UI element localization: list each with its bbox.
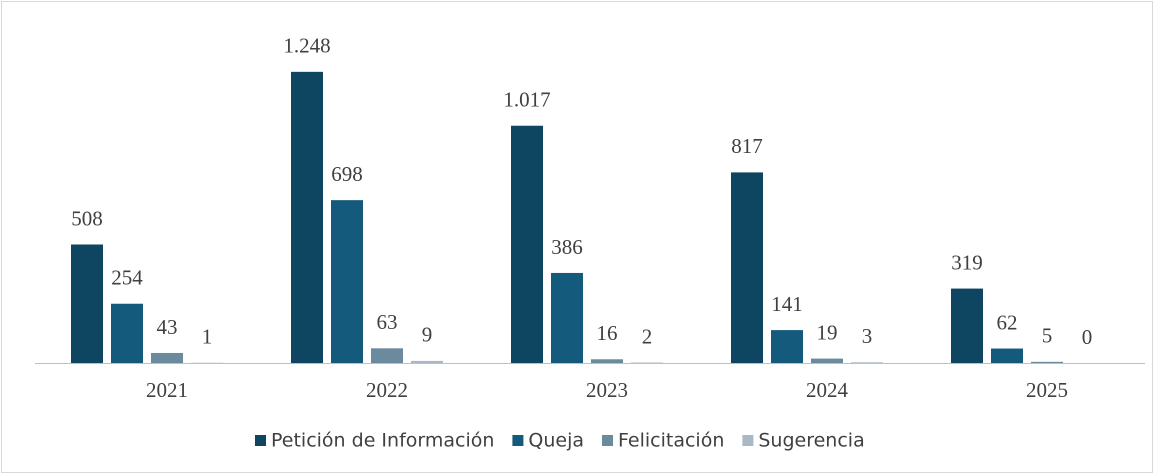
legend-label: Sugerencia — [758, 430, 864, 452]
value-label: 1.248 — [283, 34, 330, 58]
value-label: 0 — [1082, 325, 1093, 349]
bar — [811, 358, 843, 363]
value-label: 1.017 — [503, 88, 550, 112]
bar — [851, 362, 883, 363]
value-label: 698 — [331, 162, 363, 186]
bar — [411, 360, 443, 363]
value-label: 5 — [1042, 324, 1053, 348]
legend-swatch — [742, 435, 754, 446]
legend-swatch — [512, 435, 524, 446]
bar — [1031, 361, 1063, 363]
bar — [371, 348, 403, 363]
value-label: 62 — [997, 310, 1018, 334]
bar — [511, 125, 543, 363]
value-label: 9 — [422, 323, 433, 347]
bar — [551, 272, 583, 363]
value-label: 508 — [71, 206, 103, 230]
x-tick-label: 2023 — [586, 378, 628, 402]
bar — [331, 200, 363, 363]
bar — [151, 352, 183, 363]
legend-label: Petición de Información — [271, 430, 494, 452]
x-tick-label: 2024 — [806, 378, 849, 402]
value-label: 16 — [597, 321, 618, 345]
value-label: 2 — [642, 324, 653, 348]
x-tick-label: 2025 — [1026, 378, 1068, 402]
bar — [291, 71, 323, 363]
bar — [591, 359, 623, 363]
x-tick-label: 2022 — [366, 378, 408, 402]
legend-swatch — [255, 435, 266, 446]
bar — [111, 303, 143, 363]
value-label: 254 — [111, 266, 143, 290]
value-label: 141 — [771, 292, 803, 316]
legend-swatch — [602, 435, 614, 446]
value-label: 3 — [862, 324, 873, 348]
legend-label: Felicitación — [618, 430, 724, 452]
value-label: 43 — [157, 315, 178, 339]
value-label: 386 — [551, 235, 583, 259]
bar — [731, 172, 763, 363]
x-tick-label: 2021 — [146, 378, 188, 402]
bar — [71, 244, 103, 363]
value-label: 1 — [202, 325, 213, 349]
value-label: 19 — [817, 320, 838, 344]
value-label: 817 — [731, 134, 763, 158]
legend-label: Queja — [528, 430, 584, 452]
bar — [991, 348, 1023, 363]
value-label: 319 — [951, 250, 983, 274]
bar — [951, 288, 983, 363]
bar — [771, 330, 803, 363]
value-label: 63 — [377, 310, 398, 334]
